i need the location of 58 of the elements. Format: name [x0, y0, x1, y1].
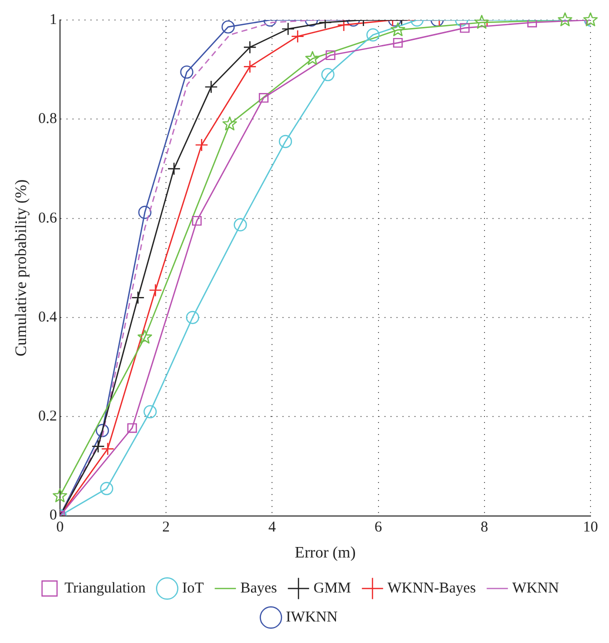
y-tick-label: 0 — [49, 508, 57, 524]
point — [204, 80, 218, 94]
y-tick-label: 0.2 — [38, 408, 57, 425]
point — [474, 14, 489, 29]
x-tick-label: 6 — [374, 520, 383, 536]
point — [138, 330, 152, 344]
point — [131, 291, 145, 304]
x-tick-label: 8 — [480, 520, 488, 536]
point — [138, 206, 152, 219]
legend-label: GMM — [313, 580, 351, 596]
point — [460, 23, 470, 33]
point — [321, 68, 334, 82]
legend-label: WKNN — [512, 580, 560, 596]
point — [337, 20, 350, 32]
point — [222, 20, 235, 34]
point — [167, 162, 181, 176]
point — [148, 284, 162, 297]
y-tick-label: 0.4 — [38, 309, 58, 326]
point — [100, 482, 114, 496]
point — [92, 440, 105, 453]
x-tick-label: 10 — [583, 520, 598, 536]
point — [52, 488, 68, 502]
point — [234, 218, 247, 232]
point — [558, 12, 572, 26]
point — [243, 60, 256, 74]
x-tick-label: 4 — [268, 520, 276, 536]
point — [278, 134, 292, 148]
point — [583, 12, 598, 26]
point — [144, 405, 157, 418]
point — [192, 216, 202, 226]
x-axis-title: Error (m) — [294, 544, 356, 562]
point — [393, 38, 403, 48]
y-tick-label: 0.8 — [38, 111, 57, 128]
point — [180, 65, 194, 79]
legend-label: WKNN-Bayes — [387, 580, 476, 596]
point — [222, 116, 237, 130]
point — [186, 310, 200, 324]
y-tick-label: 0.6 — [38, 210, 58, 226]
point — [127, 423, 137, 433]
x-tick-label: 2 — [162, 520, 170, 536]
y-tick-label: 1 — [49, 12, 57, 28]
legend-label: IoT — [182, 580, 204, 596]
legend-label: Bayes — [240, 580, 278, 596]
point — [326, 50, 336, 60]
y-axis-title: Cumulative probability (%) — [12, 179, 30, 356]
point — [281, 22, 295, 36]
point — [96, 424, 109, 438]
point — [195, 138, 208, 152]
point — [258, 93, 269, 103]
point — [305, 51, 320, 65]
legend-label: IWKNN — [286, 609, 338, 626]
point — [366, 28, 380, 42]
point — [291, 30, 304, 43]
point — [527, 20, 537, 28]
point — [390, 22, 406, 36]
point — [101, 442, 114, 456]
point — [243, 40, 256, 54]
legend-label: Triangulation — [64, 580, 146, 596]
